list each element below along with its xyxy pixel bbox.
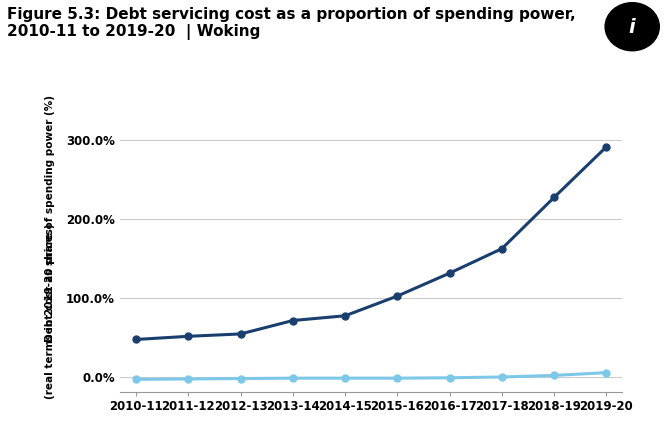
Text: Debt cost as share of spending power (%): Debt cost as share of spending power (%) [45, 94, 55, 342]
Text: i: i [629, 18, 636, 37]
Circle shape [605, 3, 659, 51]
Text: Figure 5.3: Debt servicing cost as a proportion of spending power,
2010-11 to 20: Figure 5.3: Debt servicing cost as a pro… [7, 7, 575, 40]
Text: (real terms in 2019-20 prices): (real terms in 2019-20 prices) [45, 224, 55, 399]
